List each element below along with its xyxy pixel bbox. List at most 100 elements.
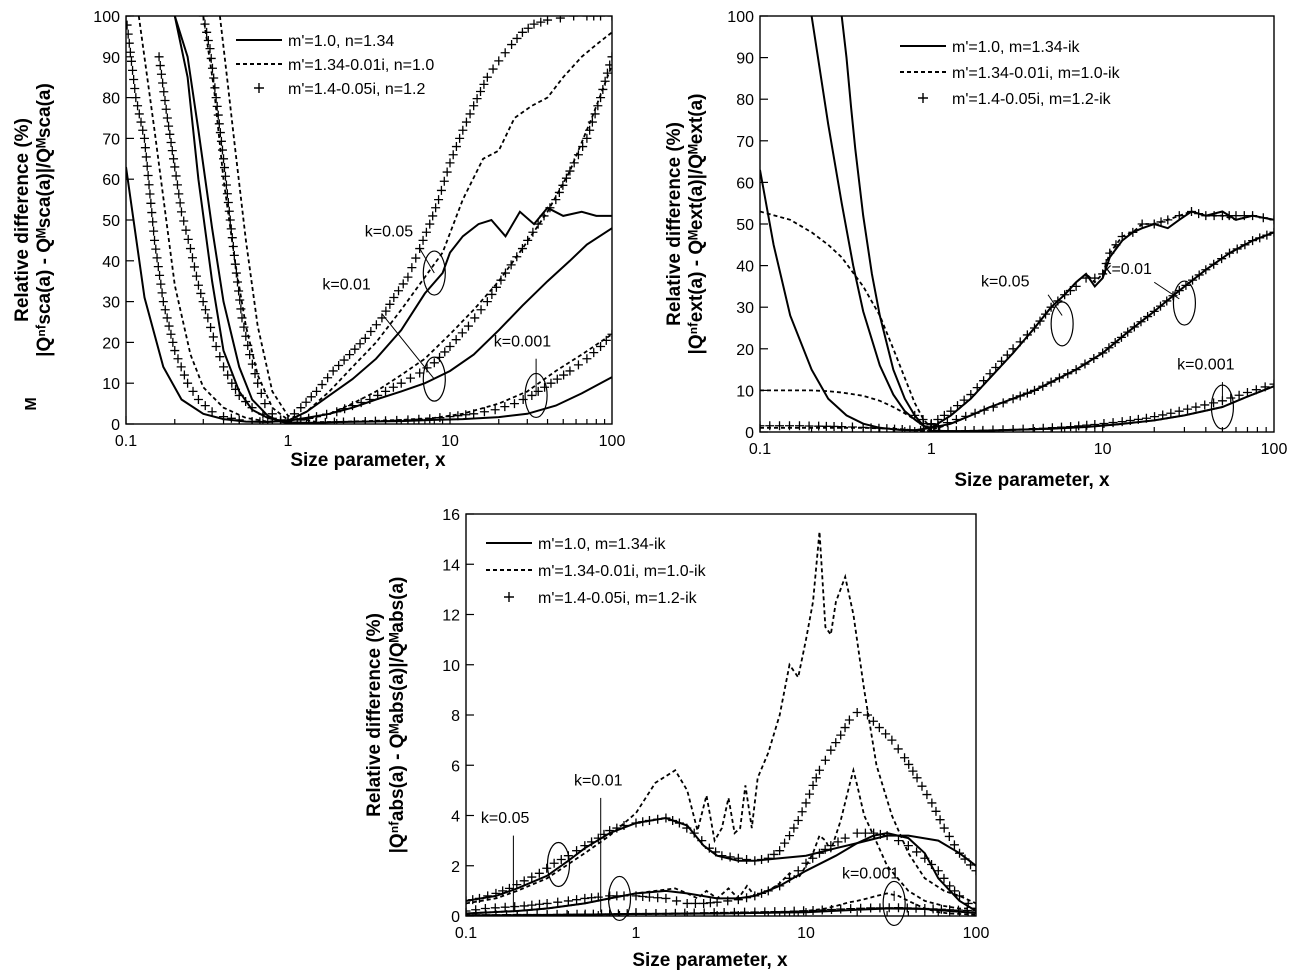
data-point-plus <box>219 362 229 372</box>
data-point-plus <box>814 765 824 775</box>
x-tick-label: 100 <box>599 433 626 450</box>
data-point-plus <box>874 723 884 733</box>
data-point-plus <box>966 390 976 400</box>
data-point-plus <box>542 898 552 908</box>
data-point-plus <box>1143 312 1153 322</box>
series-dotted-line <box>760 385 1274 432</box>
data-point-plus <box>1065 286 1075 296</box>
data-point-plus <box>490 903 500 913</box>
data-point-plus <box>559 370 569 380</box>
data-point-plus <box>220 171 230 181</box>
data-point-plus <box>580 909 590 916</box>
data-point-plus <box>461 117 471 127</box>
data-point-plus <box>193 395 203 405</box>
data-point-plus <box>256 388 266 398</box>
data-point-plus <box>247 417 257 424</box>
data-point-plus <box>502 910 512 916</box>
data-point-plus <box>545 203 555 213</box>
data-point-plus <box>553 897 563 907</box>
data-point-plus <box>572 895 582 905</box>
data-point-plus <box>479 407 489 417</box>
data-point-plus <box>939 823 949 833</box>
data-point-plus <box>847 422 857 432</box>
data-point-plus <box>966 860 976 870</box>
data-point-plus <box>1129 322 1139 332</box>
data-point-plus <box>1141 413 1151 423</box>
data-point-plus <box>183 378 193 388</box>
data-point-plus <box>971 866 976 876</box>
data-point-plus <box>239 322 249 332</box>
data-point-plus <box>317 380 327 390</box>
data-point-plus <box>203 313 213 323</box>
data-point-plus <box>920 903 930 913</box>
data-point-plus <box>804 421 814 431</box>
data-point-plus <box>757 888 767 898</box>
y-tick-label: 90 <box>736 51 754 68</box>
data-point-plus <box>512 909 522 916</box>
data-point-plus <box>491 888 501 898</box>
data-point-plus <box>963 898 973 908</box>
data-point-plus <box>396 378 406 388</box>
annotation-label: k=0.001 <box>1177 357 1234 374</box>
data-point-plus <box>210 83 220 93</box>
data-point-plus <box>826 745 836 755</box>
y-axis-formula: |Qⁿᶠsca(a) - Qᴹsca(a)|/Qᴹsca(a) <box>34 83 55 357</box>
data-point-plus <box>306 392 316 402</box>
data-point-plus <box>613 909 623 916</box>
data-point-plus <box>593 892 603 902</box>
data-point-plus <box>1158 410 1168 420</box>
data-point-plus <box>234 286 244 296</box>
data-point-plus <box>202 27 212 37</box>
series-layer <box>760 16 1274 432</box>
data-point-plus <box>833 837 843 847</box>
data-point-plus <box>551 195 561 205</box>
data-point-plus <box>882 831 892 841</box>
data-point-plus <box>644 816 654 826</box>
data-point-plus <box>1174 211 1184 221</box>
data-point-plus <box>840 723 850 733</box>
data-point-plus <box>998 425 1008 432</box>
data-point-plus <box>155 270 165 280</box>
data-point-plus <box>328 366 338 376</box>
x-axis-label: Size parameter, x <box>290 450 446 471</box>
data-point-plus <box>339 355 349 365</box>
data-point-plus <box>1166 408 1176 418</box>
data-point-plus <box>1008 344 1018 354</box>
data-point-plus <box>1099 419 1109 429</box>
data-point-plus <box>206 53 216 63</box>
data-point-plus <box>392 415 402 424</box>
data-point-plus <box>826 904 836 914</box>
data-point-plus <box>1269 227 1274 237</box>
data-point-plus <box>403 272 413 282</box>
data-point-plus <box>228 242 238 252</box>
data-point-plus <box>600 76 610 86</box>
data-point-plus <box>960 426 970 432</box>
data-point-plus <box>951 426 961 432</box>
data-point-plus <box>653 893 663 903</box>
data-point-plus <box>638 817 648 827</box>
data-point-plus <box>945 905 955 915</box>
y-tick-label: 60 <box>102 172 120 189</box>
data-point-plus <box>434 195 444 205</box>
data-point-plus <box>998 398 1008 408</box>
data-point-plus <box>893 836 903 846</box>
data-point-plus <box>572 909 582 916</box>
legend: m'=1.0, m=1.34-ik m'=1.34-0.01i, m=1.0-ik… <box>486 536 707 607</box>
data-point-plus <box>431 203 441 213</box>
data-point-plus <box>170 346 180 356</box>
data-point-plus <box>176 207 186 217</box>
data-point-plus <box>569 16 579 21</box>
data-point-plus <box>1251 385 1261 395</box>
y-tick-label: 50 <box>102 213 120 230</box>
data-point-plus <box>250 369 260 379</box>
data-point-plus <box>213 110 223 120</box>
data-point-plus <box>373 390 383 400</box>
data-point-plus <box>534 868 544 878</box>
data-point-plus <box>988 425 998 432</box>
data-point-plus <box>205 44 215 54</box>
chart-ext: 0.1 1 10 100 0 10 20 30 40 50 60 70 80 90 100 Size para… <box>664 9 1287 491</box>
data-point-plus <box>717 851 727 861</box>
data-point-plus <box>922 790 932 800</box>
data-point-plus <box>164 321 174 331</box>
data-point-plus <box>1081 273 1091 283</box>
